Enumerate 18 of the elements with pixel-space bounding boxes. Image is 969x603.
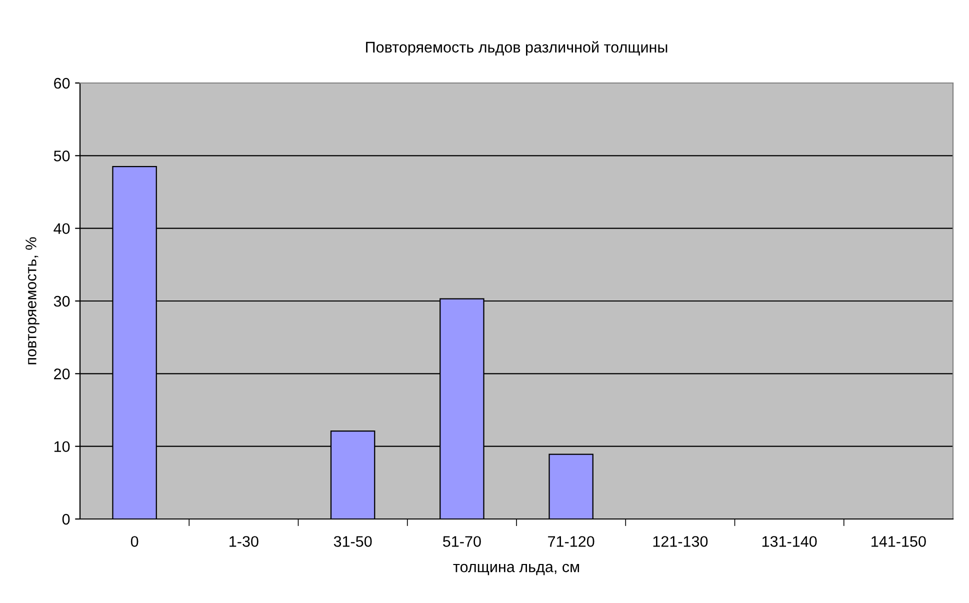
y-tick-label: 40 (54, 223, 70, 234)
y-axis-title: повторяемость, % (26, 237, 40, 364)
x-axis-title: толщина льда, см (453, 564, 579, 576)
x-tick-label: 141-150 (872, 536, 926, 547)
y-tick-label: 10 (54, 441, 70, 452)
x-tick-label: 31-50 (334, 536, 372, 547)
y-tick-label: 60 (54, 78, 70, 89)
y-tick-label: 20 (54, 368, 70, 380)
y-tick-label: 50 (54, 150, 70, 162)
x-tick-label: 0 (130, 536, 138, 547)
y-tick-label: 30 (54, 296, 70, 307)
x-tick-label: 51-70 (443, 536, 481, 547)
y-tick-label: 0 (62, 514, 70, 525)
x-tick-label: 121-130 (653, 536, 708, 547)
x-tick-label: 71-120 (548, 536, 594, 547)
chart-title: Повторяемость льдов различной толщины (366, 41, 668, 56)
x-tick-label: 131-140 (762, 536, 817, 547)
x-tick-label: 1-30 (230, 536, 258, 547)
